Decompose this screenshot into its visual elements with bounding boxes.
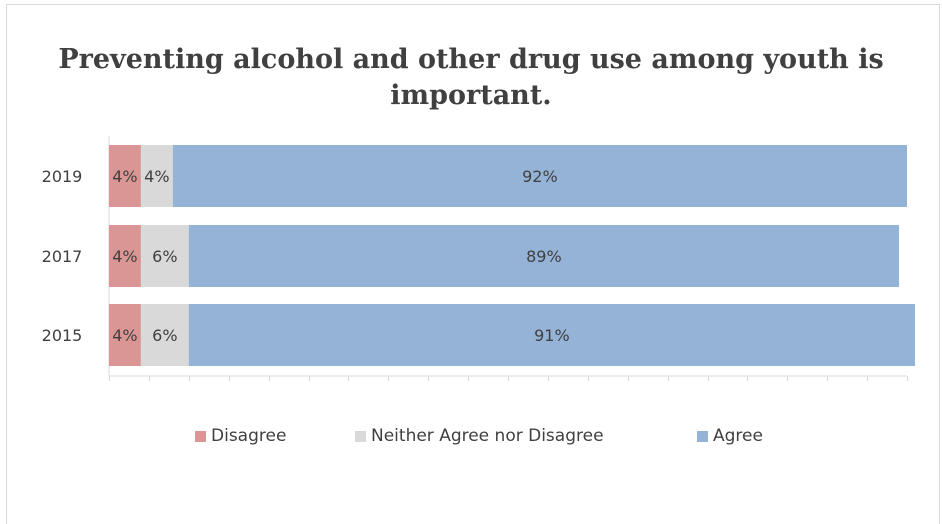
category-label: 2017 [42, 247, 83, 266]
data-label-agree: 92% [522, 167, 558, 186]
bar-segment-disagree [109, 145, 141, 207]
legend-swatch-agree [697, 430, 708, 442]
data-label-agree: 89% [526, 247, 562, 266]
bar-segment-neither [140, 304, 189, 366]
data-label-disagree: 4% [112, 167, 137, 186]
bar-segment-disagree [109, 304, 141, 366]
legend-swatch-disagree [195, 430, 206, 442]
bar-segment-agree [172, 145, 908, 207]
legend-label-disagree: Disagree [211, 426, 287, 446]
legend-swatch-neither [355, 430, 366, 442]
chart-title-line-2: important. [390, 80, 552, 111]
bar-segment-neither [140, 225, 189, 287]
legend-label-agree: Agree [713, 426, 763, 446]
data-label-neither: 4% [144, 167, 169, 186]
bar-segment-neither [140, 145, 173, 207]
chart-title: Preventing alcohol and other drug use am… [0, 42, 942, 114]
data-label-agree: 91% [534, 326, 570, 345]
chart-title-line-1: Preventing alcohol and other drug use am… [58, 44, 884, 75]
legend-label-neither: Neither Agree nor Disagree [371, 426, 604, 446]
data-label-neither: 6% [152, 326, 177, 345]
bar-segment-agree [188, 304, 915, 366]
data-label-disagree: 4% [112, 326, 137, 345]
legend-item-neither: Neither Agree nor Disagree [355, 426, 604, 446]
category-label: 2015 [42, 326, 83, 345]
bar-segment-agree [188, 225, 900, 287]
legend-item-disagree: Disagree [195, 426, 286, 446]
legend-item-agree: Agree [697, 426, 763, 446]
data-label-neither: 6% [152, 247, 177, 266]
bar-segment-disagree [109, 225, 141, 287]
category-label: 2019 [42, 167, 83, 186]
data-label-disagree: 4% [112, 247, 137, 266]
